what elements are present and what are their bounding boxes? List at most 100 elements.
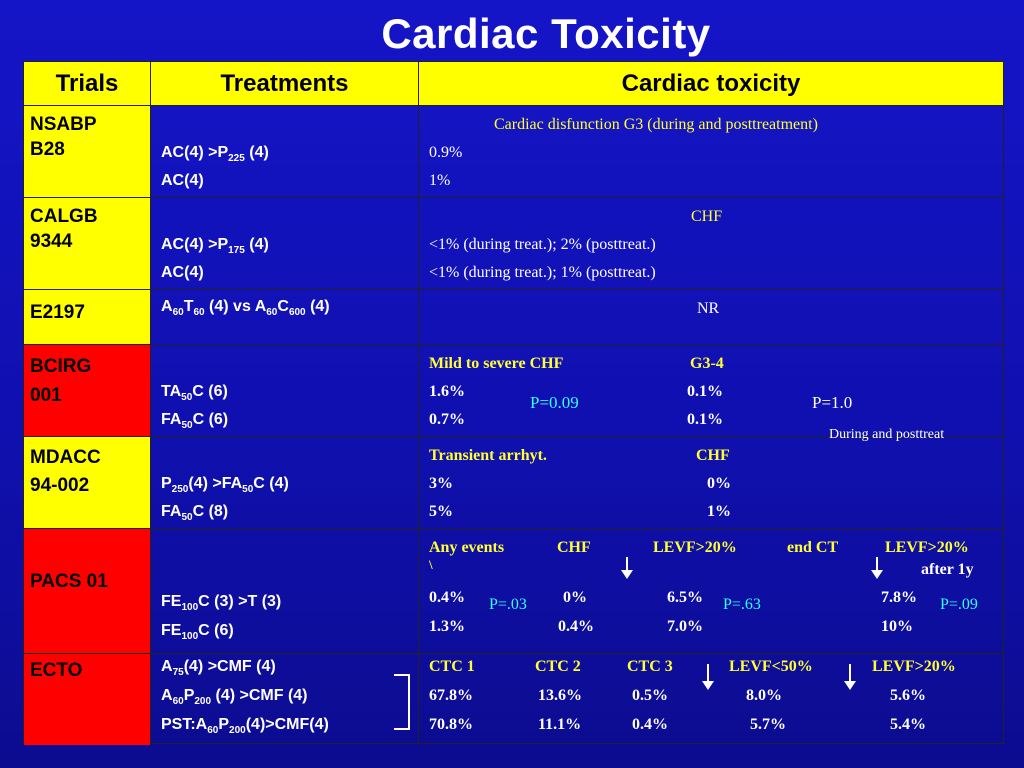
trial-number: 001 <box>30 385 62 406</box>
trial-name: E2197 <box>30 302 85 323</box>
toxicity-cell: Cardiac disfunction G3 (during and postt… <box>419 106 1003 197</box>
table-row: MDACC 94-002 P250(4) >FA50C (4) FA50C (8… <box>24 437 1003 529</box>
toxicity-value: 5% <box>429 503 453 520</box>
down-arrow-icon <box>871 557 883 579</box>
table-header: Trials Treatments Cardiac toxicity <box>24 62 1003 106</box>
toxicity-value: 7.0% <box>667 618 703 635</box>
toxicity-heading: CHF <box>696 447 730 464</box>
toxicity-heading: LEVF<50% <box>729 658 813 675</box>
treatment-cell: FE100C (3) >T (3) FE100C (6) <box>151 529 419 653</box>
toxicity-value: 0.4% <box>632 716 668 733</box>
down-arrow-icon <box>844 664 856 690</box>
toxicity-value: 6.5% <box>667 589 703 606</box>
toxicity-heading: end CT <box>787 539 839 556</box>
toxicity-cell: NR <box>419 290 1003 344</box>
toxicity-value: 0.4% <box>558 618 594 635</box>
p-value: P=1.0 <box>812 393 853 412</box>
trial-name: MDACC <box>30 447 101 468</box>
treatment-line: AC(4) >P175 (4) <box>161 236 269 257</box>
toxicity-value: 1.3% <box>429 618 465 635</box>
toxicity-heading: CTC 3 <box>627 658 673 675</box>
toxicity-value: 10% <box>881 618 913 635</box>
toxicity-heading: CTC 2 <box>535 658 581 675</box>
toxicity-value: 1.6% <box>429 383 465 400</box>
toxicity-heading: G3-4 <box>690 355 724 372</box>
page-title: Cardiac Toxicity <box>381 10 711 57</box>
toxicity-heading: LEVF>20% <box>872 658 956 675</box>
toxicity-value: 0% <box>563 589 587 606</box>
trial-number: 9344 <box>30 231 73 252</box>
toxicity-value: 0.9% <box>429 144 463 161</box>
toxicity-heading: \ <box>429 557 433 572</box>
toxicity-value: 5.6% <box>890 687 926 704</box>
toxicity-heading: Mild to severe CHF <box>429 355 564 372</box>
trial-name: BCIRG <box>30 356 92 377</box>
treatment-line: AC(4) <box>161 172 204 189</box>
treatment-line: FA50C (6) <box>161 411 229 432</box>
toxicity-value: <1% (during treat.); 1% (posttreat.) <box>429 264 656 281</box>
treatment-line: FA50C (8) <box>161 503 229 524</box>
toxicity-value: 7.8% <box>881 589 917 606</box>
treatment-cell: TA50C (6) FA50C (6) <box>151 345 419 436</box>
toxicity-value: 11.1% <box>538 716 582 733</box>
treatment-line: P250(4) >FA50C (4) <box>161 475 289 496</box>
trial-number: 94-002 <box>30 475 90 496</box>
toxicity-value: 67.8% <box>429 687 473 704</box>
trial-cell: E2197 <box>24 290 151 344</box>
trial-cell: ECTO <box>24 654 151 745</box>
toxicity-heading: CHF <box>691 208 723 225</box>
toxicity-cell: Transient arrhyt. CHF 3% 0% 5% 1% <box>419 437 1003 528</box>
toxicity-value: <1% (during treat.); 2% (posttreat.) <box>429 236 656 253</box>
toxicity-cell: Mild to severe CHF G3-4 1.6% 0.1% 0.7% 0… <box>419 345 1003 436</box>
trial-cell: PACS 01 <box>24 529 151 653</box>
toxicity-value: 0.1% <box>687 383 723 400</box>
p-value: P=.03 <box>489 596 527 613</box>
p-value: P=0.09 <box>530 393 579 412</box>
trial-cell: BCIRG 001 <box>24 345 151 436</box>
treatment-cell: AC(4) >P225 (4) AC(4) <box>151 106 419 197</box>
p-value: P=.63 <box>723 596 761 613</box>
toxicity-value: 0.7% <box>429 411 465 428</box>
toxicity-value: 0% <box>707 475 731 492</box>
treatment-cell: A75(4) >CMF (4) A60P200 (4) >CMF (4) PST… <box>151 654 419 745</box>
toxicity-heading: LEVF>20% <box>653 539 737 556</box>
toxicity-cell: CHF <1% (during treat.); 2% (posttreat.)… <box>419 198 1003 289</box>
treatment-line: A60P200 (4) >CMF (4) <box>161 687 308 708</box>
toxicity-value: 0.4% <box>429 589 465 606</box>
treatment-line: FE100C (6) <box>161 622 234 643</box>
table-row: NSABP B28 AC(4) >P225 (4) AC(4) Cardiac … <box>24 106 1003 198</box>
header-toxicity: Cardiac toxicity <box>419 62 1003 105</box>
header-trials: Trials <box>24 62 151 105</box>
toxicity-value: 1% <box>707 503 731 520</box>
table-row: ECTO A75(4) >CMF (4) A60P200 (4) >CMF (4… <box>24 654 1003 745</box>
table-row: BCIRG 001 TA50C (6) FA50C (6) Mild to se… <box>24 345 1003 437</box>
down-arrow-icon <box>621 557 633 579</box>
down-arrow-icon <box>702 664 714 690</box>
toxicity-value: 1% <box>429 172 451 189</box>
trial-cell: MDACC 94-002 <box>24 437 151 528</box>
toxicity-heading: Cardiac disfunction G3 (during and postt… <box>494 116 818 133</box>
bracket-icon <box>394 674 410 730</box>
trial-name: PACS 01 <box>30 571 108 592</box>
toxicity-cell: Any events CHF LEVF>20% end CT LEVF>20% … <box>419 529 1003 653</box>
toxicity-value: NR <box>697 300 720 317</box>
treatment-line: TA50C (6) <box>161 383 228 404</box>
toxicity-heading: CTC 1 <box>429 658 475 675</box>
treatment-cell: P250(4) >FA50C (4) FA50C (8) <box>151 437 419 528</box>
treatment-line: A75(4) >CMF (4) <box>161 658 276 679</box>
trial-cell: CALGB 9344 <box>24 198 151 289</box>
treatment-line: AC(4) <box>161 264 204 281</box>
treatment-line: PST:A60P200(4)>CMF(4) <box>161 716 329 737</box>
toxicity-value: 3% <box>429 475 453 492</box>
annotation-note: During and posttreat <box>829 427 945 442</box>
table-row: E2197 A60T60 (4) vs A60C600 (4) NR <box>24 290 1003 345</box>
trial-name: CALGB <box>30 206 98 227</box>
p-value: P=.09 <box>940 596 978 613</box>
table-row: CALGB 9344 AC(4) >P175 (4) AC(4) CHF <1%… <box>24 198 1003 290</box>
header-treatments: Treatments <box>151 62 419 105</box>
trial-number: B28 <box>30 139 65 160</box>
trial-cell: NSABP B28 <box>24 106 151 197</box>
treatment-line: A60T60 (4) vs A60C600 (4) <box>161 298 330 319</box>
toxicity-heading: after 1y <box>921 561 974 578</box>
toxicity-value: 8.0% <box>746 687 782 704</box>
